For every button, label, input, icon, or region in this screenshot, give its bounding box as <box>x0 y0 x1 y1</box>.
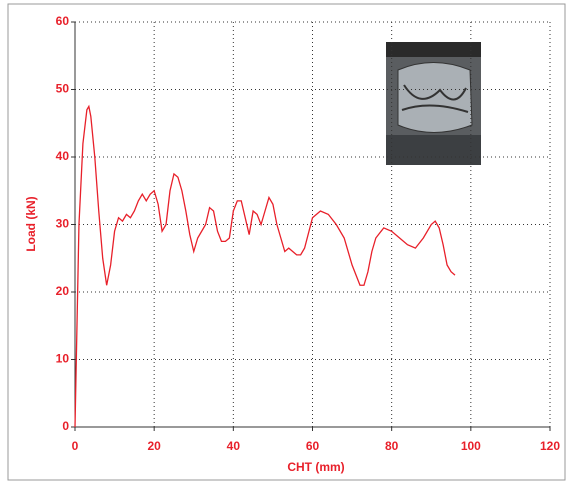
y-tick-label: 10 <box>56 352 70 366</box>
x-tick-label: 60 <box>306 439 320 453</box>
y-tick-label: 60 <box>56 14 70 28</box>
x-tick-label: 120 <box>540 439 560 453</box>
y-axis-label: Load (kN) <box>24 196 38 251</box>
x-tick-label: 40 <box>227 439 241 453</box>
y-tick-label: 50 <box>56 82 70 96</box>
x-tick-label: 0 <box>72 439 79 453</box>
y-tick-label: 0 <box>62 419 69 433</box>
x-axis-label: CHT (mm) <box>287 460 344 474</box>
data-line <box>74 104 456 428</box>
x-tick-label: 100 <box>461 439 481 453</box>
x-tick-label: 80 <box>385 439 399 453</box>
y-tick-label: 30 <box>56 217 70 231</box>
y-tick-label: 20 <box>56 284 70 298</box>
y-tick-label: 40 <box>56 149 70 163</box>
x-tick-label: 20 <box>147 439 161 453</box>
photo-inset <box>386 42 481 165</box>
frame <box>7 3 566 481</box>
